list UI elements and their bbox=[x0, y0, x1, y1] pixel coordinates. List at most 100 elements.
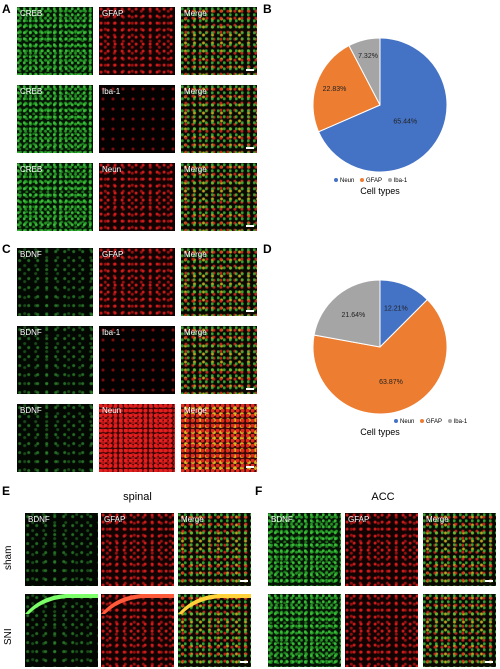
micrograph-tile: Merge bbox=[178, 513, 251, 586]
channel-label: BDNF bbox=[20, 328, 42, 337]
micrograph-tile: Merge bbox=[181, 404, 257, 472]
micrograph-tile: Merge bbox=[181, 248, 257, 316]
micrograph-tile: Merge bbox=[181, 163, 257, 231]
channel-label: Merge bbox=[184, 165, 207, 174]
legend-label: GFAP bbox=[426, 419, 442, 425]
micrograph-tile bbox=[423, 594, 496, 667]
micrograph-tile: Merge bbox=[181, 85, 257, 153]
panel-letter-e: E bbox=[2, 484, 11, 498]
pie-b-xlabel: Cell types bbox=[360, 186, 400, 196]
scale-bar bbox=[246, 388, 254, 390]
micrograph-tile: BDNF bbox=[25, 513, 98, 586]
channel-label: GFAP bbox=[102, 9, 124, 18]
micrograph-tile: Neun bbox=[99, 404, 175, 472]
scale-bar bbox=[246, 147, 254, 149]
panel-letter-d: D bbox=[263, 242, 272, 256]
pie-slice-iba-1 bbox=[348, 37, 381, 106]
panel-letter-b: B bbox=[263, 2, 272, 16]
micrograph-tile: Merge bbox=[423, 513, 496, 586]
panel-letter-a: A bbox=[2, 2, 11, 16]
legend-label: Neun bbox=[340, 178, 355, 184]
row-label-sni: SNI bbox=[3, 628, 14, 645]
channel-label: CREB bbox=[20, 165, 43, 174]
pie-data-label: 65.44% bbox=[393, 119, 417, 126]
channel-label: Merge bbox=[184, 87, 207, 96]
pie-data-label: 7.32% bbox=[358, 53, 378, 60]
channel-label: CREB bbox=[20, 87, 43, 96]
pie-slice-neun bbox=[317, 37, 448, 173]
micrograph-tile: CREB bbox=[17, 85, 93, 153]
pie-data-label: 22.83% bbox=[323, 86, 347, 93]
micrograph-tile: Iba-1 bbox=[99, 326, 175, 394]
channel-label: Merge bbox=[184, 250, 207, 259]
panel-letter-c: C bbox=[2, 242, 11, 256]
micrograph-tile: GFAP bbox=[99, 248, 175, 316]
micrograph-tile: GFAP bbox=[345, 513, 418, 586]
channel-label: Merge bbox=[181, 515, 204, 524]
micrograph-tile: BDNF bbox=[268, 513, 341, 586]
channel-label: GFAP bbox=[348, 515, 370, 524]
scale-bar bbox=[246, 225, 254, 227]
micrograph-tile: Merge bbox=[181, 326, 257, 394]
micrograph-tile: Iba-1 bbox=[99, 85, 175, 153]
pie-chart-d: 12.21% 63.87% 21.64% bbox=[312, 279, 448, 415]
channel-label: GFAP bbox=[104, 515, 126, 524]
legend-label: Iba-1 bbox=[393, 178, 408, 184]
pie-chart-b: 65.44% 22.83% 7.32% bbox=[312, 37, 448, 173]
micrograph-tile bbox=[101, 594, 174, 667]
scale-bar bbox=[240, 661, 248, 663]
bright-edge bbox=[178, 594, 251, 614]
micrograph-tile: CREB bbox=[17, 163, 93, 231]
channel-label: Iba-1 bbox=[102, 87, 121, 96]
channel-label: BDNF bbox=[271, 515, 293, 524]
legend-label: GFAP bbox=[366, 178, 382, 184]
legend-swatch bbox=[360, 178, 365, 183]
scale-bar bbox=[485, 661, 493, 663]
channel-label: GFAP bbox=[102, 250, 124, 259]
micrograph-tile: BDNF bbox=[17, 404, 93, 472]
micrograph-tile: Neun bbox=[99, 163, 175, 231]
scale-bar bbox=[240, 580, 248, 582]
bright-edge bbox=[25, 594, 98, 614]
legend-label: Neun bbox=[400, 419, 415, 425]
micrograph-tile: GFAP bbox=[101, 513, 174, 586]
scale-bar bbox=[246, 466, 254, 468]
micrograph-tile: Merge bbox=[181, 7, 257, 75]
channel-label: Merge bbox=[184, 406, 207, 415]
pie-slice-gfap bbox=[312, 44, 381, 133]
pie-d-xlabel: Cell types bbox=[360, 427, 400, 437]
micrograph-tile bbox=[268, 594, 341, 667]
micrograph-tile: CREB bbox=[17, 7, 93, 75]
micrograph-tile bbox=[25, 594, 98, 667]
panel-letter-f: F bbox=[255, 484, 263, 498]
pie-data-label: 63.87% bbox=[379, 379, 403, 386]
scale-bar bbox=[485, 580, 493, 582]
legend-swatch bbox=[447, 419, 452, 424]
micrograph-tile bbox=[345, 594, 418, 667]
panel-e-title: spinal bbox=[123, 491, 152, 503]
row-label-sham: sham bbox=[3, 545, 14, 570]
channel-label: Neun bbox=[102, 165, 122, 174]
channel-label: Neun bbox=[102, 406, 122, 415]
legend-swatch bbox=[420, 419, 425, 424]
channel-label: Merge bbox=[184, 9, 207, 18]
panel-f-title: ACC bbox=[371, 491, 395, 503]
channel-label: Merge bbox=[184, 328, 207, 337]
channel-label: CREB bbox=[20, 9, 43, 18]
pie-data-label: 12.21% bbox=[384, 306, 408, 313]
micrograph-tile bbox=[178, 594, 251, 667]
pie-d-legend: Neun GFAP Iba-1 bbox=[390, 419, 467, 425]
micrograph-tile: GFAP bbox=[99, 7, 175, 75]
pie-data-label: 21.64% bbox=[342, 312, 366, 319]
channel-label: BDNF bbox=[28, 515, 50, 524]
channel-label: Merge bbox=[426, 515, 449, 524]
channel-label: Iba-1 bbox=[102, 328, 121, 337]
micrograph-tile: BDNF bbox=[17, 248, 93, 316]
pie-b-legend: Neun GFAP Iba-1 bbox=[330, 178, 407, 184]
pie-slice-iba-1 bbox=[313, 279, 381, 348]
micrograph-tile: BDNF bbox=[17, 326, 93, 394]
scale-bar bbox=[246, 69, 254, 71]
bright-edge bbox=[101, 594, 174, 614]
legend-swatch bbox=[334, 178, 338, 183]
channel-label: BDNF bbox=[20, 406, 42, 415]
